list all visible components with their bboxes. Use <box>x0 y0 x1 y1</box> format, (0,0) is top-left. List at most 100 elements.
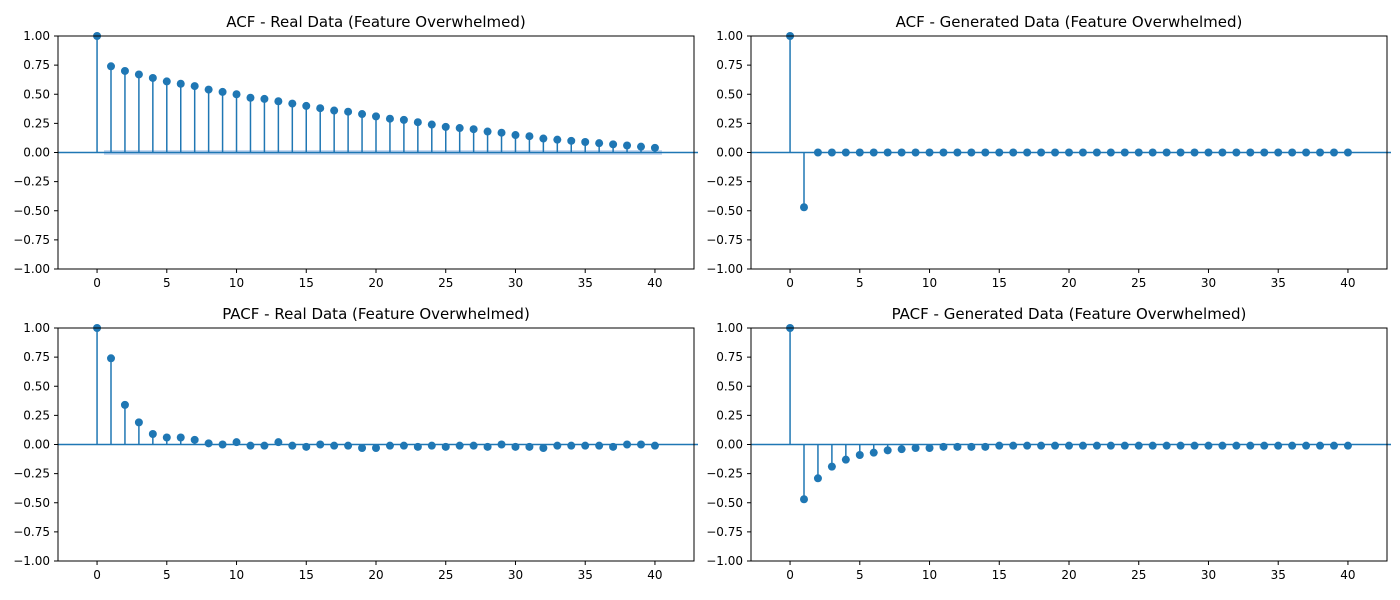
stem-marker <box>1148 441 1157 450</box>
stem-marker <box>1120 441 1129 450</box>
stem-marker <box>190 82 199 91</box>
stem-marker <box>539 443 548 452</box>
stem-marker <box>497 440 506 449</box>
stem-marker <box>1302 441 1311 450</box>
stem-marker <box>399 115 408 124</box>
stem-marker <box>204 439 213 448</box>
stem-marker <box>1106 148 1115 157</box>
stem-marker <box>650 143 659 152</box>
stem-marker <box>274 438 283 447</box>
x-tick-label: 30 <box>1201 276 1216 290</box>
stem-marker <box>623 141 632 150</box>
stem-marker <box>1204 441 1213 450</box>
stem-marker <box>441 442 450 451</box>
x-tick-label: 20 <box>368 568 383 582</box>
stem-marker <box>1134 441 1143 450</box>
stem-marker <box>260 441 269 450</box>
x-tick-label: 15 <box>992 568 1007 582</box>
stem-marker <box>967 148 976 157</box>
stem-marker <box>260 94 269 103</box>
stem-marker <box>939 442 948 451</box>
x-tick-label: 40 <box>1340 568 1355 582</box>
stem-marker <box>148 430 157 439</box>
stem-marker <box>800 203 808 212</box>
stem-marker <box>995 148 1004 157</box>
stem-marker <box>1218 441 1227 450</box>
stem-marker <box>609 140 618 149</box>
stem-marker <box>911 148 920 157</box>
stem-marker <box>650 441 659 450</box>
stem-marker <box>1106 441 1115 450</box>
y-tick-label: −0.75 <box>13 525 50 539</box>
stem-marker <box>1232 441 1241 450</box>
stem-marker <box>134 70 143 79</box>
stem-marker <box>1051 441 1060 450</box>
stem-marker <box>1190 148 1199 157</box>
y-tick-label: −1.00 <box>13 554 50 568</box>
y-tick-label: −0.25 <box>13 467 50 481</box>
stem-marker <box>218 440 227 449</box>
y-tick-label: 0.25 <box>716 408 743 422</box>
stem-marker <box>539 134 548 143</box>
stem-marker <box>316 104 325 113</box>
stem-marker <box>553 441 562 450</box>
stem-marker <box>967 442 976 451</box>
stem-marker <box>1302 148 1311 157</box>
stem-marker <box>1037 148 1046 157</box>
stem-marker <box>869 448 878 457</box>
stem-marker <box>1037 441 1046 450</box>
x-tick-label: 40 <box>647 568 662 582</box>
x-tick-label: 30 <box>1201 568 1216 582</box>
stem-marker <box>469 125 478 134</box>
stem-marker <box>1078 148 1087 157</box>
stem-marker <box>1190 441 1199 450</box>
x-tick-label: 25 <box>438 568 453 582</box>
stem-marker <box>1316 441 1325 450</box>
x-tick-label: 30 <box>508 276 523 290</box>
y-tick-label: −1.00 <box>706 554 743 568</box>
x-tick-label: 35 <box>1271 276 1286 290</box>
stem-marker <box>581 138 590 147</box>
stem-marker <box>1274 148 1283 157</box>
stem-marker <box>107 62 115 71</box>
stem-marker <box>344 441 353 450</box>
x-tick-label: 35 <box>578 276 593 290</box>
stem-marker <box>953 148 962 157</box>
stem-marker <box>953 442 962 451</box>
stem-marker <box>800 495 808 504</box>
stem-marker <box>567 441 576 450</box>
x-tick-label: 5 <box>163 568 171 582</box>
x-tick-label: 10 <box>229 568 244 582</box>
x-tick-label: 30 <box>508 568 523 582</box>
stem-marker <box>897 445 906 454</box>
stem-marker <box>483 127 492 136</box>
y-tick-label: −0.50 <box>706 496 743 510</box>
x-tick-label: 40 <box>1340 276 1355 290</box>
y-tick-label: 0.50 <box>23 87 50 101</box>
stem-marker <box>1009 148 1018 157</box>
stem-marker <box>1092 148 1101 157</box>
stem-marker <box>827 462 836 471</box>
y-tick-label: 0.75 <box>716 350 743 364</box>
stem-marker <box>302 442 311 451</box>
chart-title: ACF - Real Data (Feature Overwhelmed) <box>226 13 526 31</box>
stem-marker <box>1246 441 1255 450</box>
chart-title: ACF - Generated Data (Feature Overwhelme… <box>896 13 1243 31</box>
stem-marker <box>246 441 255 450</box>
chart-panel-1: ACF - Generated Data (Feature Overwhelme… <box>706 13 1391 290</box>
y-tick-label: −0.75 <box>706 525 743 539</box>
stem-marker <box>1009 441 1018 450</box>
y-tick-label: 0.00 <box>716 146 743 160</box>
y-tick-label: 0.00 <box>23 146 50 160</box>
chart-panel-2: PACF - Real Data (Feature Overwhelmed) −1… <box>13 305 698 582</box>
stem-marker <box>511 131 520 140</box>
y-tick-label: −1.00 <box>13 262 50 276</box>
x-tick-label: 35 <box>578 568 593 582</box>
y-tick-label: 0.50 <box>716 379 743 393</box>
stem-marker <box>637 142 645 151</box>
y-tick-label: −0.50 <box>13 496 50 510</box>
y-tick-label: 0.00 <box>716 438 743 452</box>
stem-marker <box>162 77 171 86</box>
y-tick-label: 1.00 <box>716 29 743 43</box>
stem-marker <box>1260 148 1269 157</box>
